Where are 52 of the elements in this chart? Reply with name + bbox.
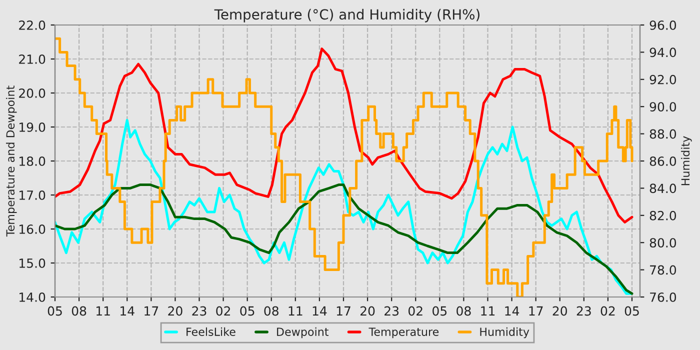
x-tick-label: 23 [384, 306, 399, 316]
y-tick-label: 15.0 [20, 258, 46, 268]
y-tick-label: 20.0 [19, 88, 46, 98]
y2-tick-label: 86.0 [650, 156, 676, 166]
y-tick-label: 18.0 [20, 156, 46, 166]
x-tick-label: 14 [312, 306, 327, 316]
y2-tick-label: 80.0 [650, 238, 676, 248]
x-tick-label: 11 [481, 306, 495, 316]
y2-tick-label: 84.0 [650, 184, 676, 194]
y-axis-title: Temperature and Dewpoint [6, 86, 17, 237]
x-tick-label: 05 [432, 306, 447, 316]
y2-tick-label: 78.0 [650, 265, 676, 275]
y2-tick-label: 76.0 [650, 292, 676, 302]
y-tick-label: 21.0 [19, 54, 46, 64]
legend-label: Temperature [368, 328, 439, 338]
y2-tick-label: 90.0 [650, 102, 676, 112]
x-tick-label: 17 [529, 306, 543, 316]
x-tick-label: 08 [264, 306, 278, 316]
y2-tick-label: 92.0 [650, 74, 676, 84]
x-tick-label: 02 [408, 306, 422, 316]
chart-title: Temperature (°C) and Humidity (RH%) [214, 8, 480, 22]
x-tick-label: 20 [168, 306, 182, 316]
y-tick-label: 14.0 [20, 292, 46, 302]
x-tick-label: 11 [288, 306, 302, 316]
x-tick-label: 05 [48, 306, 62, 316]
x-tick-label: 05 [240, 306, 254, 316]
x-tick-label: 20 [360, 306, 375, 316]
x-tick-label: 14 [505, 306, 520, 316]
x-tick-label: 08 [456, 306, 471, 316]
legend-label: Dewpoint [277, 327, 328, 338]
y-tick-label: 19.0 [20, 122, 46, 132]
x-tick-label: 23 [576, 306, 591, 316]
y2-tick-label: 96.0 [650, 20, 676, 30]
y2-tick-label: 82.0 [650, 210, 676, 220]
legend-label: Humidity [480, 327, 530, 338]
y2-tick-label: 88.0 [650, 129, 676, 139]
y2-tick-label: 94.0 [650, 48, 676, 58]
x-tick-label: 05 [624, 306, 639, 316]
x-tick-label: 17 [144, 306, 158, 316]
y-tick-label: 16.0 [20, 224, 46, 234]
x-tick-label: 14 [120, 306, 134, 316]
y-tick-label: 22.0 [19, 20, 46, 30]
x-tick-label: 11 [96, 306, 110, 316]
x-tick-label: 17 [336, 306, 350, 316]
y2-axis-title: Humidity [681, 136, 692, 186]
legend-label: FeelsLike [186, 327, 236, 336]
x-tick-label: 08 [72, 306, 86, 316]
x-tick-label: 02 [216, 306, 230, 316]
x-tick-label: 02 [600, 306, 615, 316]
x-tick-label: 23 [192, 306, 206, 316]
y-tick-label: 17.0 [20, 190, 46, 200]
x-tick-label: 20 [552, 306, 567, 316]
